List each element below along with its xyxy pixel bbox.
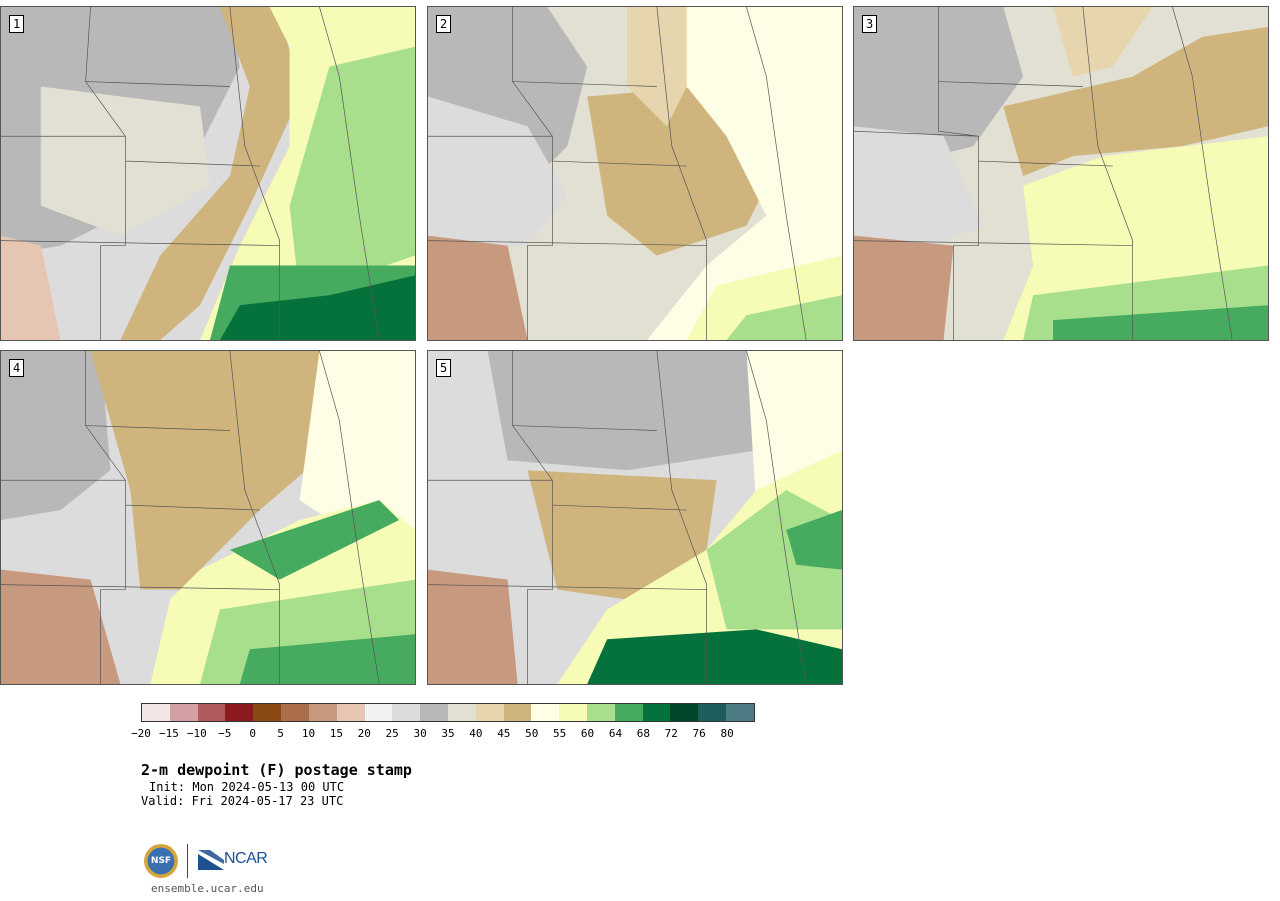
colorbar-swatch [726,704,754,721]
colorbar-tick-label: 80 [720,727,734,740]
colorbar-swatch [503,704,532,721]
colorbar-tick-label: 25 [385,727,399,740]
colorbar-swatch [142,704,170,721]
colorbar-tick-label: 45 [497,727,511,740]
site-url[interactable]: ensemble.ucar.edu [151,882,264,895]
map-panel-2: 2 [427,6,843,341]
colorbar-tick-label: 15 [329,727,343,740]
colorbar-swatch [169,704,198,721]
colorbar-swatch [531,704,560,721]
colorbar-swatch [420,704,448,721]
colorbar-swatch [614,704,643,721]
colorbar-swatch [559,704,587,721]
colorbar-tick-label: 60 [580,727,595,740]
panel-number: 4 [9,359,25,377]
dewpoint-map-1 [1,7,415,340]
valid-time: Valid: Fri 2024-05-17 23 UTC [141,794,344,808]
map-panel-1: 1 [0,6,416,341]
colorbar-tick-label: 5 [277,727,284,740]
dewpoint-map-3 [854,7,1268,340]
logos: NSF NCAR [144,842,274,880]
colorbar-tick-label: 0 [249,727,256,740]
colorbar-tick-label: −20 [131,727,151,740]
colorbar-swatch [281,704,309,721]
colorbar-swatch [253,704,282,721]
colorbar-swatch [364,704,393,721]
colorbar-swatch [225,704,254,721]
colorbar-swatch [447,704,476,721]
ncar-logo: NCAR [224,850,268,867]
map-panel-3: 3 [853,6,1269,341]
map-panel-5: 5 [427,350,843,685]
dewpoint-map-5 [428,351,842,684]
panel-number: 3 [862,15,878,33]
colorbar-tick-label: 40 [469,727,483,740]
dewpoint-map-2 [428,7,842,340]
map-panel-4: 4 [0,350,416,685]
colorbar-tick-label: 10 [301,727,316,740]
colorbar-tick-label: −10 [186,727,207,740]
colorbar-tick-label: 68 [636,727,650,740]
colorbar-swatch [308,704,337,721]
panel-number: 2 [436,15,452,33]
colorbar-swatch [642,704,671,721]
colorbar-swatch [670,704,699,721]
dewpoint-map-4 [1,351,415,684]
colorbar-tick-label: −5 [218,727,232,740]
colorbar-swatch [475,704,504,721]
colorbar-swatch [587,704,615,721]
ncar-mark-icon [198,850,224,870]
nsf-logo: NSF [144,844,178,878]
colorbar-tick-label: 50 [525,727,539,740]
logo-divider [187,844,188,878]
init-time: Init: Mon 2024-05-13 00 UTC [149,780,345,794]
plot-title: 2-m dewpoint (F) postage stamp [141,761,412,779]
colorbar-swatch [197,704,226,721]
colorbar-swatch [392,704,421,721]
colorbar-tick-label: 35 [441,727,455,740]
dewpoint-colorbar [141,703,755,722]
colorbar-tick-label: 64 [608,727,623,740]
colorbar-tick-label: 55 [553,727,567,740]
colorbar-tick-label: 30 [413,727,427,740]
panel-number: 1 [9,15,25,33]
colorbar-tick-label: 72 [664,727,678,740]
colorbar-swatch [698,704,727,721]
colorbar-swatch [336,704,365,721]
panel-number: 5 [436,359,452,377]
colorbar-ticks: −20 −15 −10 −5 0 5 10 15 20 25 30 35 40 45 50 55 60 64 68 7… [131,727,755,741]
colorbar-tick-label: −15 [158,727,179,740]
colorbar-tick-label: 76 [692,727,706,740]
colorbar-tick-label: 20 [357,727,371,740]
